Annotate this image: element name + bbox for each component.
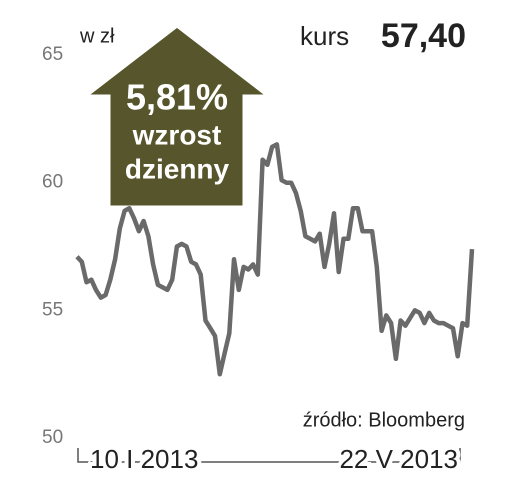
source: źródło: Bloomberg (303, 409, 465, 431)
y-tick-label: 60 (42, 172, 63, 193)
y-tick-label: 55 (42, 299, 63, 320)
x-axis (77, 448, 461, 463)
x-tick-label: 10 I 2013 (90, 444, 198, 474)
y-tick-label: 50 (42, 427, 63, 448)
change-text: wzrost (132, 119, 222, 150)
change-text: dzienny (125, 153, 230, 184)
price-value: 57,40 (381, 17, 466, 55)
x-tick-label: 22 V 2013 (339, 444, 458, 474)
price-label: kurs (300, 21, 349, 51)
y-tick-label: 65 (42, 44, 63, 65)
price-line (75, 142, 475, 377)
unit-label: w zł (79, 25, 115, 47)
annotation-arrow (81, 24, 273, 209)
change-value: 5,81% (126, 77, 228, 118)
